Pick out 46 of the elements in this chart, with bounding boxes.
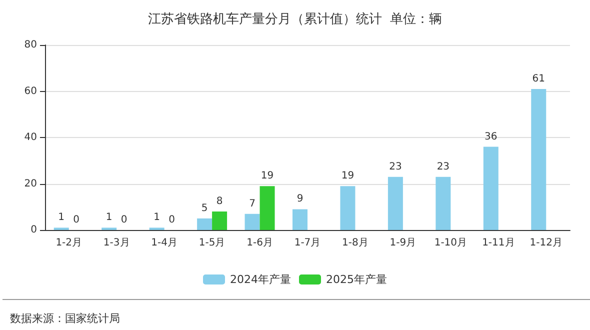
data-label: 1 [58,212,65,224]
x-tick-label: 1-10月 [434,238,468,248]
y-tick-label: 40 [24,132,37,143]
y-tick-label: 60 [24,86,37,97]
data-label: 1 [154,212,160,224]
source-note: 数据来源：国家统计局 [10,312,120,325]
data-label: 23 [436,161,450,172]
y-tick-label: 80 [24,40,37,50]
x-tick-label: 1-4月 [151,238,178,248]
data-label: 9 [296,194,304,205]
y-tick-label: 0 [30,224,37,236]
bar [212,212,228,230]
x-tick-label: 1-6月 [246,238,273,248]
x-tick-label: 1-11月 [482,238,515,248]
x-tick-label: 1-3月 [103,238,130,248]
data-label: 23 [389,161,402,172]
data-label: 19 [341,170,354,182]
x-tick-label: 1-5月 [198,238,226,248]
bar [292,209,308,230]
data-label: 5 [201,202,208,214]
y-tick-label: 20 [24,178,37,190]
bar [483,146,498,230]
data-label: 8 [216,196,223,207]
bar [340,186,356,230]
bar [244,214,260,230]
data-label: 0 [120,214,128,226]
x-tick-label: 1-9月 [390,238,416,248]
chart-title: 江苏省铁路机车产量分月（累计值）统计 单位：辆 [148,12,442,27]
data-label: 0 [168,214,176,226]
legend-label: 2025年产量 [326,273,387,286]
x-tick-label: 1-8月 [342,238,368,248]
x-tick-label: 1-2月 [56,238,82,248]
data-label: 1 [106,212,112,224]
data-label: 19 [260,170,274,182]
bar [436,176,451,230]
bar [260,186,275,230]
legend-label: 2024年产量 [230,273,292,286]
x-tick-label: 1-7月 [294,238,321,248]
data-label: 7 [249,198,256,210]
data-label: 61 [532,73,546,84]
bar [388,176,403,230]
bar [531,88,546,230]
data-label: 0 [73,214,80,226]
data-label: 36 [484,131,498,142]
x-tick-label: 1-12月 [530,238,562,248]
bar [197,218,212,230]
